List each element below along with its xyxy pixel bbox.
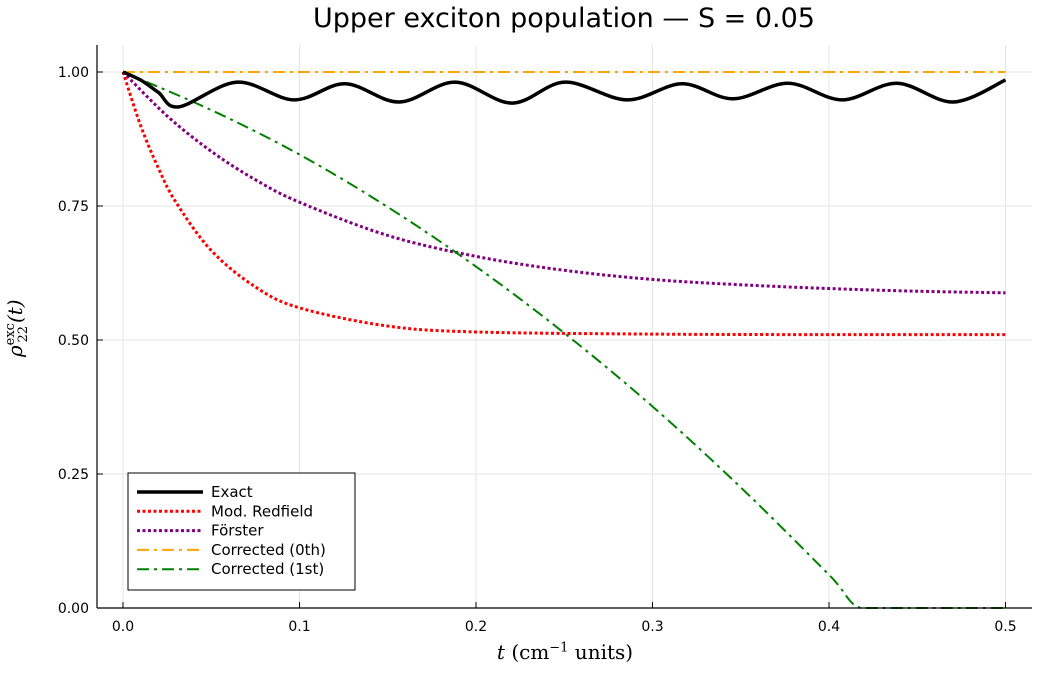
y-axis-label: ρ exc 22 (t) — [2, 258, 31, 398]
series-line-mod-redfield — [121, 71, 1006, 337]
y-label-symbol: ρ — [2, 345, 27, 358]
x-tick-label: 0.0 — [112, 619, 134, 635]
x-tick-label: 0.5 — [994, 619, 1016, 635]
y-tick-label: 0.50 — [58, 333, 89, 349]
x-tick-label: 0.1 — [288, 619, 310, 635]
x-label-rest: units) — [568, 640, 634, 664]
legend-label: Förster — [211, 522, 264, 540]
legend-label: Mod. Redfield — [211, 502, 313, 520]
y-tick-label: 1.00 — [58, 65, 89, 81]
y-tick-label: 0.75 — [58, 199, 89, 215]
legend-label: Corrected (0th) — [211, 541, 326, 559]
x-tick-label: 0.3 — [641, 619, 663, 635]
x-tick-label: 0.4 — [818, 619, 840, 635]
y-tick-label: 0.00 — [58, 601, 89, 617]
legend-label: Exact — [211, 483, 253, 501]
chart-title: Upper exciton population — S = 0.05 — [313, 3, 815, 34]
x-label-unit: (cm — [511, 640, 550, 664]
y-tick-label: 0.25 — [58, 467, 89, 483]
x-label-var: t — [496, 640, 505, 664]
x-tick-label: 0.2 — [465, 619, 487, 635]
axes: 0.0 0.1 0.2 0.3 0.4 0.5 0.00 0.25 0.50 0.75 1.00 — [58, 45, 1032, 635]
legend-label: Corrected (1st) — [211, 560, 324, 578]
x-axis-label: t (cm−1 units) — [0, 640, 1050, 664]
series-line-exact — [122, 70, 1007, 109]
y-label-sub: 22 — [15, 325, 31, 343]
y-label-arg: (t) — [2, 299, 27, 324]
y-label-sup: exc — [2, 323, 18, 346]
series-line-f-rster — [121, 70, 1006, 295]
x-label-exp: −1 — [549, 640, 569, 656]
